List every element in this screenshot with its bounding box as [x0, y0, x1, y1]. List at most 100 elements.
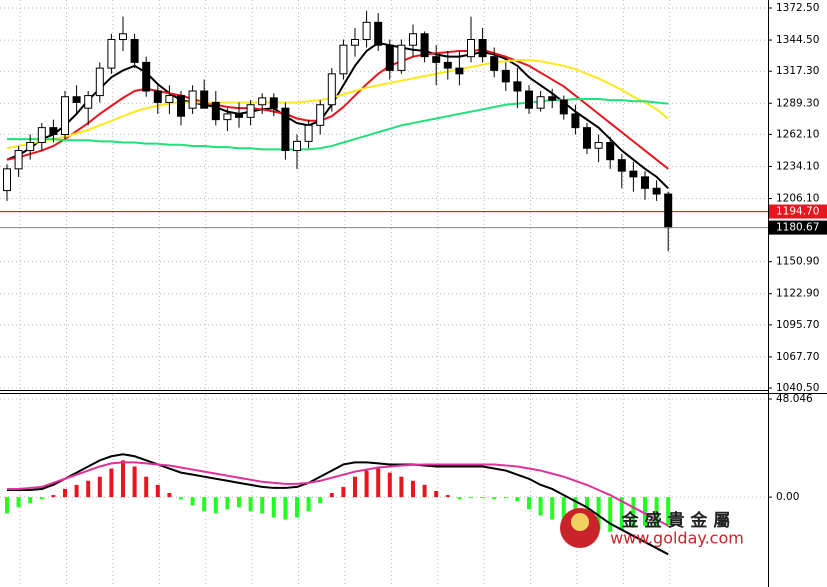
- histogram-bar: [376, 468, 381, 498]
- price-label-box: [769, 220, 827, 235]
- candle-body: [409, 33, 417, 46]
- histogram-bar: [527, 497, 531, 510]
- candle-body: [177, 95, 185, 117]
- candle-body: [188, 90, 197, 109]
- indicator-line: [7, 98, 669, 151]
- price-label: 1194.70: [776, 206, 819, 218]
- candle-body: [374, 21, 383, 46]
- candle-body: [165, 95, 174, 103]
- histogram-bar: [190, 497, 195, 506]
- histogram-bar: [353, 476, 357, 498]
- candle-body: [211, 101, 220, 121]
- y-tick-label: 1067.70: [776, 351, 819, 363]
- candle-body: [583, 127, 591, 149]
- histogram-bar: [202, 497, 207, 512]
- y-tick-label: 1122.90: [776, 288, 819, 300]
- histogram-bar: [654, 497, 659, 526]
- histogram-bar: [608, 497, 613, 532]
- candle-body: [26, 142, 35, 152]
- y-tick-label: 1317.30: [776, 65, 819, 77]
- candle-body: [629, 170, 638, 178]
- histogram-bar: [503, 497, 508, 499]
- candle-body: [269, 97, 278, 109]
- histogram-bar: [306, 497, 311, 512]
- y-tick-label: 1040.50: [776, 382, 819, 394]
- candle-body: [478, 38, 487, 58]
- histogram-bar: [225, 497, 230, 510]
- candle-body: [455, 67, 464, 75]
- candle-body: [397, 44, 406, 71]
- histogram-bar: [596, 497, 601, 530]
- histogram-bar: [480, 497, 485, 499]
- watermark-title: 金 盛 貴 金 屬: [621, 510, 731, 531]
- candle-body: [548, 96, 557, 101]
- histogram-bar: [16, 497, 21, 508]
- candle-body: [525, 90, 533, 109]
- histogram-bar: [387, 472, 392, 498]
- candle-body: [153, 90, 162, 103]
- histogram-bar: [550, 497, 555, 520]
- histogram-bar: [445, 495, 450, 498]
- histogram-bar: [167, 493, 172, 498]
- histogram-bar: [538, 497, 543, 516]
- histogram-bar: [51, 495, 56, 498]
- histogram-bar: [97, 476, 102, 498]
- y-tick-label: 48.046: [776, 393, 813, 405]
- histogram-bar: [492, 497, 497, 500]
- candle-body: [95, 67, 104, 97]
- candle-body: [235, 113, 243, 118]
- histogram-bar: [469, 497, 473, 499]
- candle-body: [339, 44, 348, 75]
- histogram-bar: [213, 497, 218, 514]
- price-label-box: [769, 204, 827, 219]
- candle-body: [37, 127, 46, 144]
- candle-body: [3, 168, 11, 192]
- histogram-bar: [109, 468, 114, 498]
- candle-body: [61, 96, 69, 136]
- candle-body: [304, 124, 313, 142]
- candle-body: [362, 21, 371, 40]
- histogram-bar: [561, 497, 566, 524]
- logo: [571, 513, 589, 531]
- watermark-url: www.golday.com: [610, 529, 744, 548]
- y-tick-label: 0.00: [776, 491, 799, 503]
- candle-body: [130, 38, 139, 63]
- histogram-bar: [666, 497, 671, 526]
- histogram-bar: [411, 480, 415, 498]
- histogram-bar: [318, 497, 323, 504]
- histogram-bar: [271, 497, 276, 518]
- histogram-bar: [341, 486, 346, 498]
- candle-body: [606, 142, 615, 161]
- candle-body: [571, 113, 580, 129]
- histogram-bar: [643, 497, 647, 526]
- indicator-line: [6, 48, 669, 170]
- candle-body: [327, 73, 336, 106]
- candle-body: [641, 176, 649, 189]
- histogram-bar: [121, 460, 125, 498]
- y-tick-label: 1262.10: [776, 128, 819, 140]
- histogram-bar: [74, 484, 79, 498]
- candle-body: [351, 38, 359, 46]
- y-tick-label: 1372.50: [776, 2, 819, 14]
- histogram-bar: [237, 497, 241, 508]
- histogram-bar: [144, 476, 149, 498]
- indicator-line: [6, 41, 669, 190]
- histogram-bar: [248, 497, 253, 512]
- histogram-bar: [434, 491, 439, 498]
- histogram-bar: [515, 497, 520, 502]
- candle-body: [652, 187, 661, 195]
- histogram-bar: [155, 484, 160, 498]
- candle-body: [617, 159, 626, 172]
- histogram-bar: [179, 497, 183, 500]
- candle-body: [72, 96, 81, 103]
- histogram-bar: [63, 488, 67, 498]
- candle-body: [223, 113, 232, 121]
- candle-body: [443, 61, 452, 69]
- candle-body: [49, 127, 58, 136]
- histogram-bar: [399, 476, 404, 498]
- histogram-bar: [283, 497, 288, 520]
- candle-body: [142, 61, 151, 92]
- histogram-bar: [295, 497, 299, 518]
- candle-body: [107, 38, 116, 69]
